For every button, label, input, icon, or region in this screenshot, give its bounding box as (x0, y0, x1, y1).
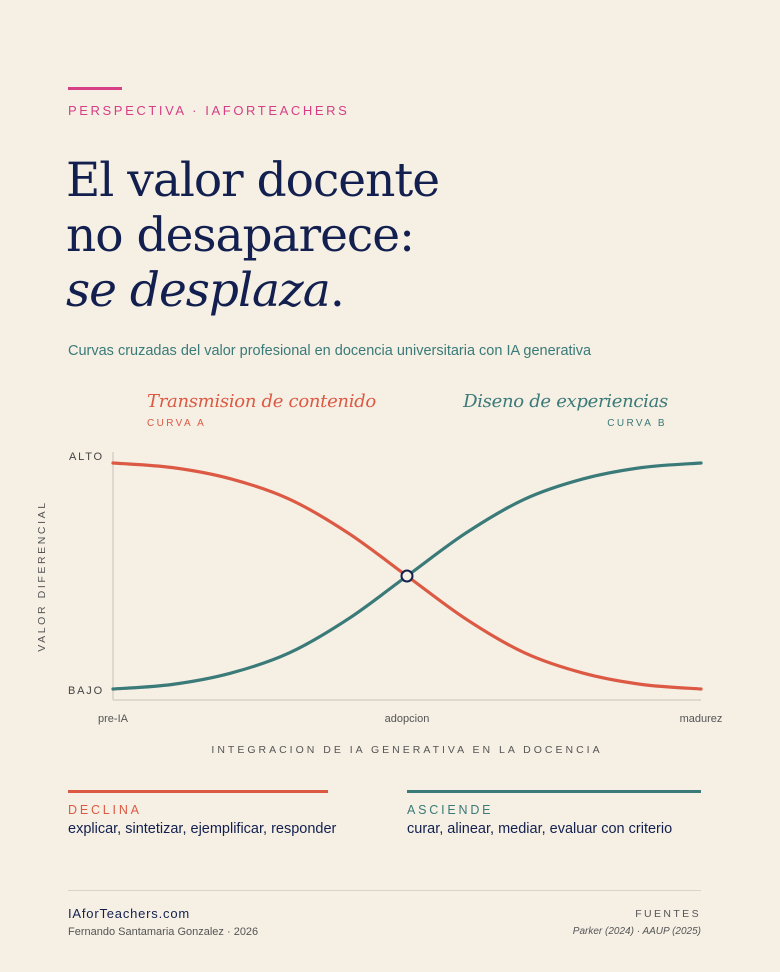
asciende-label: ASCIENDE (407, 803, 494, 817)
y-tick-alto: ALTO (69, 451, 104, 463)
title-period: . (329, 263, 345, 318)
asciende-rule (407, 790, 701, 793)
x-tick-adopcion: adopcion (384, 713, 430, 725)
declina-label: DECLINA (68, 803, 142, 817)
page-title: El valor docente no desaparece: se despl… (66, 153, 440, 318)
footer-divider (68, 890, 701, 891)
x-tick-pre-ia: pre-IA (98, 713, 128, 725)
curve-b-title: Diseno de experiencias (463, 391, 668, 412)
sources-text: Parker (2024) · AAUP (2025) (572, 926, 701, 937)
x-tick-madurez: madurez (679, 713, 723, 725)
sources-title: FUENTES (635, 908, 701, 920)
author-credit: Fernando Santamaria Gonzalez · 2026 (68, 926, 259, 938)
curve-a-title: Transmision de contenido (147, 391, 376, 412)
curve-a-tag: CURVA A (147, 418, 207, 429)
x-axis-label: INTEGRACION DE IA GENERATIVA EN LA DOCEN… (211, 744, 603, 756)
title-line-1: El valor docente (66, 153, 440, 208)
brand-link[interactable]: IAforTeachers.com (68, 906, 190, 921)
y-tick-bajo: BAJO (68, 685, 104, 697)
title-line-3: se desplaza. (66, 263, 439, 318)
declina-text: explicar, sintetizar, ejemplificar, resp… (68, 821, 337, 837)
asciende-text: curar, alinear, mediar, evaluar con crit… (407, 821, 673, 837)
accent-rule (68, 87, 122, 90)
declina-rule (68, 790, 328, 793)
curve-b-tag: CURVA B (607, 418, 667, 429)
title-line-2: no desaparece: (66, 208, 415, 263)
subtitle: Curvas cruzadas del valor profesional en… (68, 343, 592, 359)
title-emphasis: se desplaza (66, 263, 331, 318)
kicker: PERSPECTIVA · IAFORTEACHERS (68, 103, 350, 118)
crossing-point-marker (400, 569, 414, 583)
